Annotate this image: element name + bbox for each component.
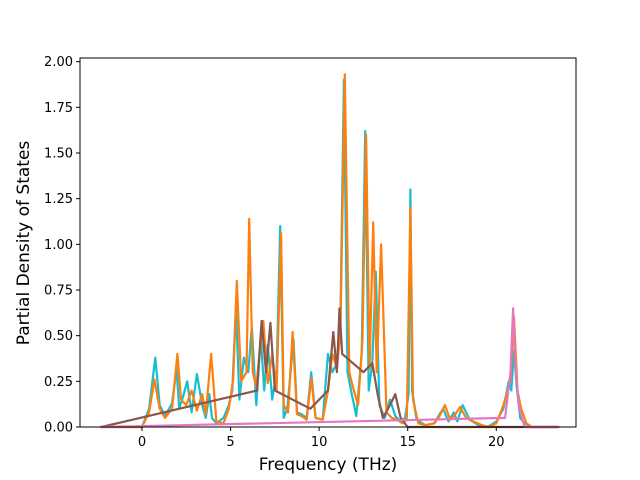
y-axis-ticks: 0.00 0.25 0.50 0.75 1.00 1.25 1.50 1.75 2.00 xyxy=(44,55,80,436)
series-line-4 xyxy=(100,307,560,429)
y-tick-label: 1.25 xyxy=(44,192,73,207)
x-tick-label: 10 xyxy=(311,435,328,450)
x-tick-label: 0 xyxy=(138,435,146,450)
y-tick-label: 0.75 xyxy=(44,283,73,298)
y-tick-label: 0.00 xyxy=(44,421,73,436)
x-tick-label: 20 xyxy=(488,435,505,450)
plot-frame xyxy=(79,57,577,428)
series-layer xyxy=(100,73,560,429)
y-tick-label: 1.75 xyxy=(44,101,73,116)
y-tick-label: 1.50 xyxy=(44,146,73,161)
x-axis-ticks: 0 5 10 15 20 xyxy=(138,427,505,450)
y-axis-label: Partial Density of States xyxy=(14,141,34,346)
y-tick-label: 0.25 xyxy=(44,375,73,390)
x-axis-label: Frequency (THz) xyxy=(259,455,398,475)
y-tick-label: 1.00 xyxy=(44,238,73,253)
x-tick-label: 5 xyxy=(226,435,234,450)
series-line-3 xyxy=(100,307,560,429)
y-tick-label: 0.50 xyxy=(44,329,73,344)
y-tick-label: 2.00 xyxy=(44,55,73,70)
x-tick-label: 15 xyxy=(399,435,416,450)
